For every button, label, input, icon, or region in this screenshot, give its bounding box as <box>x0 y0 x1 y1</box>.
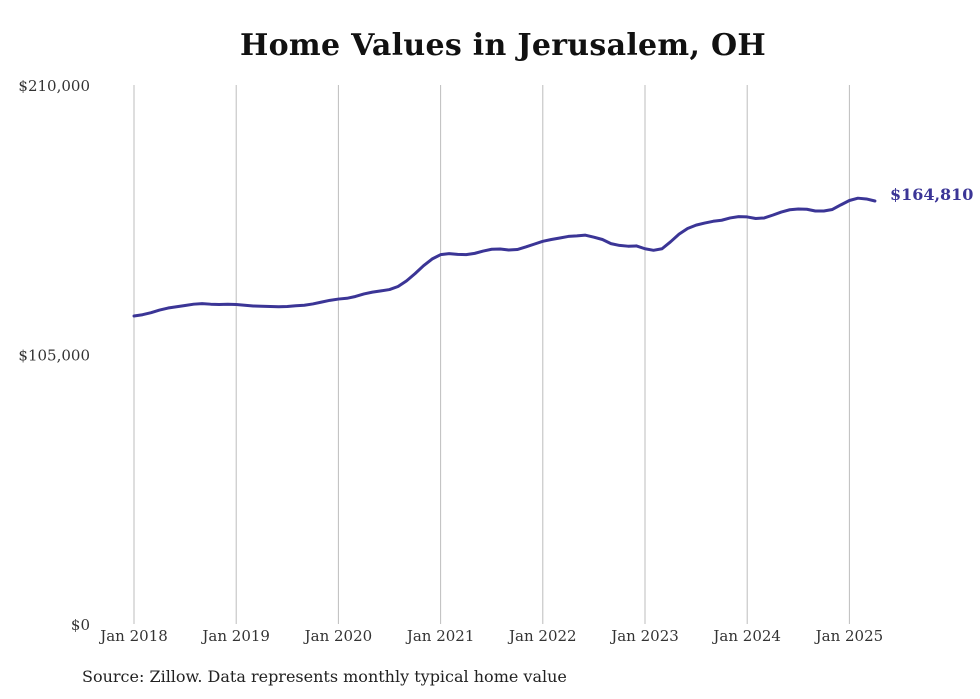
y-tick-label: $0 <box>71 616 90 634</box>
chart-title: Home Values in Jerusalem, OH <box>239 28 767 63</box>
x-tick-label: Jan 2020 <box>303 627 373 645</box>
y-tick-label: $105,000 <box>18 347 90 365</box>
grid-lines <box>133 85 850 624</box>
y-axis-ticks: $0 $105,000 $210,000 <box>18 77 90 634</box>
x-tick-label: Jan 2022 <box>507 627 577 645</box>
x-tick-label: Jan 2024 <box>711 627 781 645</box>
end-value-label: $164,810 <box>890 185 974 204</box>
y-tick-label: $210,000 <box>18 77 90 95</box>
series-line-0 <box>132 196 877 318</box>
end-label-layer: $164,810 <box>890 185 974 204</box>
x-tick-label: Jan 2025 <box>814 627 884 645</box>
x-tick-label: Jan 2021 <box>405 627 475 645</box>
series-layer <box>132 196 877 318</box>
x-tick-label: Jan 2023 <box>609 627 679 645</box>
x-axis-ticks: Jan 2018 Jan 2019 Jan 2020 Jan 2021 Jan 2022… <box>98 627 883 645</box>
x-tick-label: Jan 2019 <box>200 627 270 645</box>
source-note: Source: Zillow. Data represents monthly … <box>82 667 567 686</box>
x-tick-label: Jan 2018 <box>98 627 168 645</box>
